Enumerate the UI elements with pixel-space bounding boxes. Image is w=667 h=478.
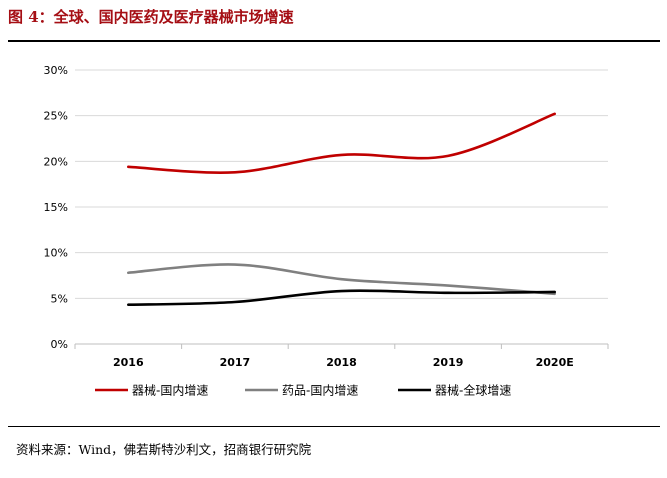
figure-title: 图 4：全球、国内医药及医疗器械市场增速 [8, 8, 294, 26]
y-tick-label: 20% [44, 155, 68, 168]
legend-label: 药品-国内增速 [282, 384, 358, 398]
y-tick-label: 15% [44, 201, 68, 214]
x-tick-label: 2019 [433, 356, 464, 369]
series-lines [127, 112, 556, 307]
x-tick-label: 2020E [536, 356, 574, 369]
series-line-0 [127, 112, 556, 174]
gridlines [75, 69, 608, 299]
legend-label: 器械-国内增速 [132, 383, 208, 398]
y-tick-label: 25% [44, 110, 68, 123]
series-line-2 [127, 289, 556, 307]
y-axis-tick-labels: 0% 5% 10% 15% 20% 25% 30% [44, 64, 68, 351]
series-line-1 [127, 263, 556, 296]
x-tick-label: 2016 [113, 356, 144, 369]
legend-label: 器械-全球增速 [435, 383, 511, 398]
source-note: 资料来源：Wind，佛若斯特沙利文，招商银行研究院 [16, 442, 312, 457]
legend: 器械-国内增速 药品-国内增速 器械-全球增速 [95, 383, 511, 398]
x-axis: 2016 2017 2018 2019 2020E [74, 343, 609, 369]
title-rule [8, 40, 660, 42]
source-rule [8, 426, 660, 427]
y-tick-label: 0% [51, 338, 68, 351]
x-tick-label: 2018 [326, 356, 357, 369]
y-tick-label: 10% [44, 247, 68, 260]
y-tick-label: 5% [51, 292, 68, 305]
y-tick-label: 30% [44, 64, 68, 77]
x-tick-label: 2017 [220, 356, 251, 369]
